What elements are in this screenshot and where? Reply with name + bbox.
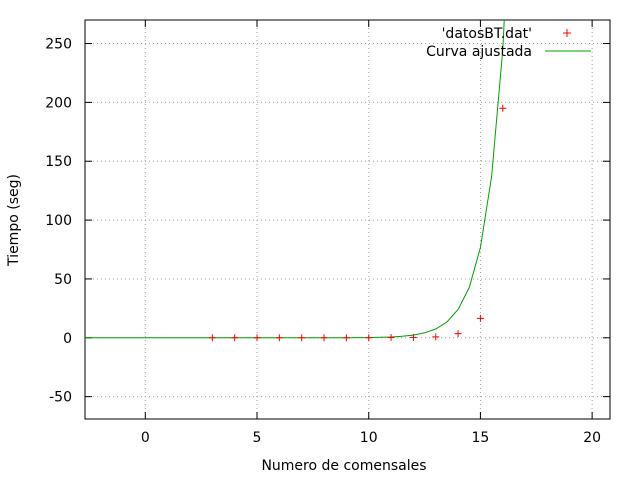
data-point bbox=[432, 333, 440, 341]
data-point bbox=[409, 333, 417, 341]
y-tick-label--50: -50 bbox=[49, 390, 72, 406]
x-tick-label-10: 10 bbox=[360, 430, 378, 446]
data-point bbox=[208, 334, 216, 342]
y-tick-label-250: 250 bbox=[45, 37, 72, 53]
data-point bbox=[342, 334, 350, 342]
legend-label-curva: Curva ajustada bbox=[426, 44, 532, 60]
data-point bbox=[499, 104, 507, 112]
y-tick-label-150: 150 bbox=[45, 154, 72, 170]
x-axis-label: Numero de comensales bbox=[261, 458, 426, 474]
tick-labels: 0 5 10 15 20 -50 0 50 100 150 200 250 bbox=[45, 37, 601, 446]
data-point bbox=[365, 334, 373, 342]
legend: 'datosBT.dat' Curva ajustada bbox=[426, 26, 591, 60]
data-point bbox=[320, 334, 328, 342]
x-tick-label-5: 5 bbox=[253, 430, 262, 446]
data-point bbox=[231, 334, 239, 342]
y-tick-label-200: 200 bbox=[45, 95, 72, 111]
data-point bbox=[253, 334, 261, 342]
plot-area bbox=[85, 20, 507, 342]
data-point bbox=[387, 334, 395, 342]
y-tick-label-100: 100 bbox=[45, 213, 72, 229]
y-tick-label-50: 50 bbox=[54, 272, 72, 288]
fitted-curve-line bbox=[85, 20, 505, 339]
axes bbox=[84, 19, 611, 420]
data-point bbox=[298, 334, 306, 342]
data-point bbox=[476, 314, 484, 322]
legend-label-datos: 'datosBT.dat' bbox=[442, 26, 532, 42]
data-point bbox=[454, 330, 462, 338]
x-tick-label-20: 20 bbox=[583, 430, 601, 446]
y-tick-label-0: 0 bbox=[63, 331, 72, 347]
x-tick-label-0: 0 bbox=[141, 430, 150, 446]
grid bbox=[85, 20, 610, 419]
x-tick-label-15: 15 bbox=[472, 430, 490, 446]
y-axis-label: Tiempo (seg) bbox=[6, 174, 22, 267]
plot-frame bbox=[84, 19, 611, 420]
data-point bbox=[275, 334, 283, 342]
